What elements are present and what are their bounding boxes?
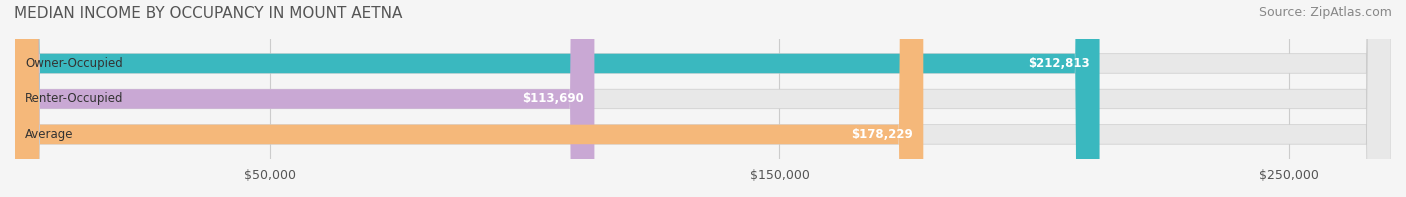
Text: Average: Average [25, 128, 73, 141]
Text: $178,229: $178,229 [852, 128, 912, 141]
FancyBboxPatch shape [15, 0, 1391, 197]
Text: $212,813: $212,813 [1028, 57, 1090, 70]
Text: Renter-Occupied: Renter-Occupied [25, 92, 124, 105]
Text: Owner-Occupied: Owner-Occupied [25, 57, 122, 70]
Text: Source: ZipAtlas.com: Source: ZipAtlas.com [1258, 6, 1392, 19]
FancyBboxPatch shape [15, 0, 924, 197]
FancyBboxPatch shape [15, 0, 595, 197]
FancyBboxPatch shape [15, 0, 1099, 197]
Text: MEDIAN INCOME BY OCCUPANCY IN MOUNT AETNA: MEDIAN INCOME BY OCCUPANCY IN MOUNT AETN… [14, 6, 402, 21]
FancyBboxPatch shape [15, 0, 1391, 197]
Text: $113,690: $113,690 [523, 92, 585, 105]
FancyBboxPatch shape [15, 0, 1391, 197]
